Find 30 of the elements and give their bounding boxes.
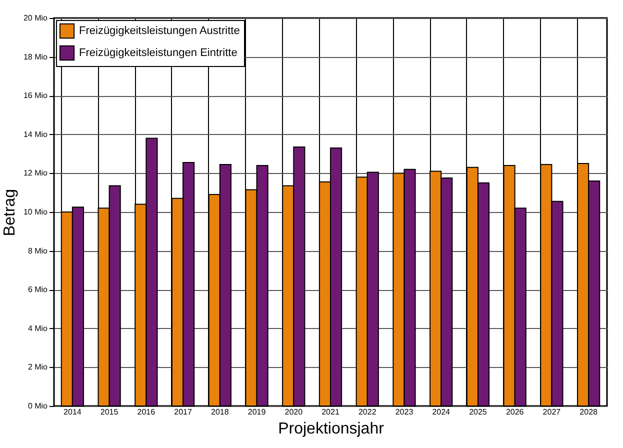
x-tick-label: 2026: [506, 408, 524, 416]
y-tick-label: 20 Mio: [23, 14, 48, 22]
y-tick-label: 6 Mio: [28, 285, 48, 294]
x-tick-label: 2015: [100, 408, 119, 416]
y-axis-title: Betrag: [1, 188, 18, 236]
x-tick-label: 2025: [469, 408, 488, 416]
x-tick-label: 2019: [248, 408, 266, 416]
y-tick-label: 8 Mio: [28, 246, 48, 256]
x-tick-label: 2020: [284, 408, 304, 416]
x-tick-label: 2024: [432, 408, 451, 416]
y-tick-label: 0 Mio: [28, 402, 48, 410]
legend-label: Freizügigkeitsleistungen Eintritte: [79, 47, 238, 59]
x-tick-label: 2017: [174, 408, 192, 416]
y-tick-label: 18 Mio: [23, 52, 48, 62]
x-axis-title: Projektionsjahr: [278, 420, 385, 438]
y-tick-label: 12 Mio: [23, 168, 48, 178]
legend-label: Freizügigkeitsleistungen Austritte: [79, 25, 240, 37]
y-tick-label: 2 Mio: [28, 362, 48, 372]
y-tick-label: 4 Mio: [28, 324, 48, 333]
x-tick-label: 2028: [580, 408, 598, 416]
x-tick-label: 2027: [542, 408, 562, 416]
y-tick-label: 14 Mio: [23, 130, 48, 139]
y-tick-label: 10 Mio: [23, 208, 48, 216]
x-tick-label: 2022: [358, 408, 377, 416]
x-tick-label: 2016: [137, 408, 156, 416]
x-tick-label: 2023: [395, 408, 414, 416]
y-tick-label: 16 Mio: [23, 91, 48, 100]
x-tick-label: 2021: [322, 408, 340, 416]
x-tick-label: 2014: [64, 408, 82, 416]
x-tick-label: 2018: [211, 408, 230, 416]
